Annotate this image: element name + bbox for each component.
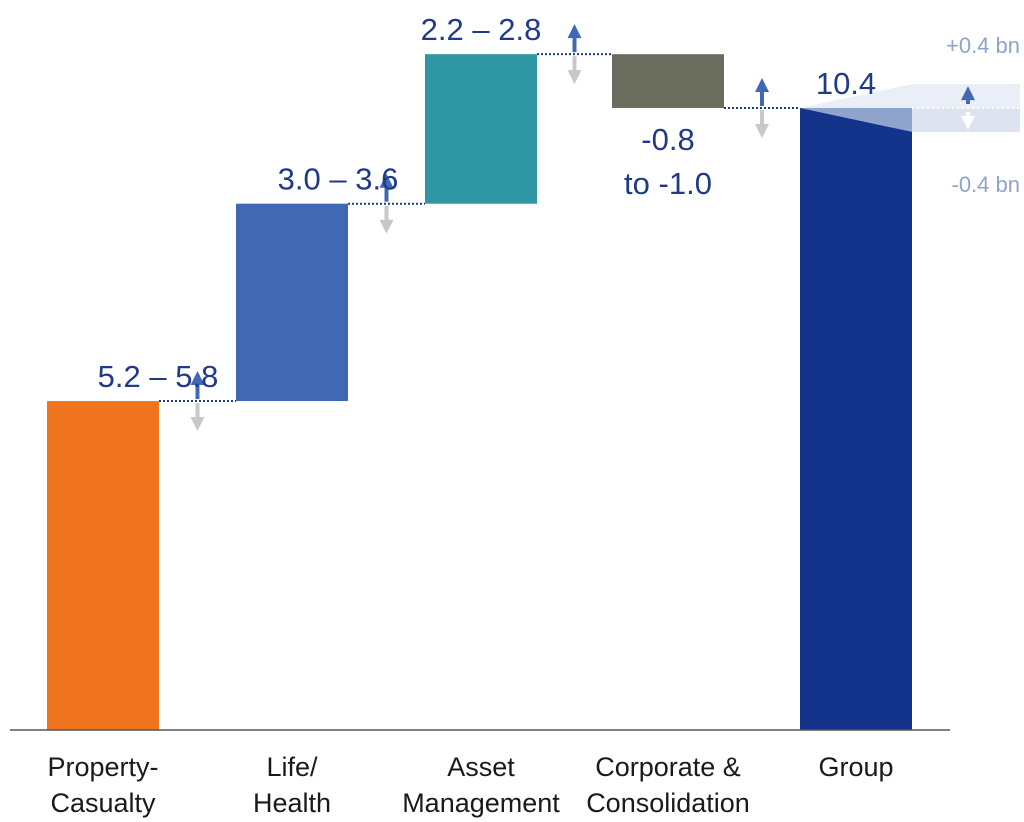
category-labels: Property-Casualty Life/Health Asset Managem…	[47, 752, 893, 818]
category-label-4: Group	[818, 752, 893, 782]
bar-1	[236, 203, 348, 402]
up-arrow-head-1	[379, 173, 394, 188]
down-arrow-head-0	[190, 417, 205, 432]
up-arrow-head-0	[190, 371, 205, 386]
bars	[47, 54, 1020, 730]
value-label-0: 5.2 – 5.8	[98, 359, 219, 394]
range-labels: +0.4 bn -0.4 bn	[946, 33, 1020, 197]
connector-lines	[159, 53, 800, 403]
down-arrow-head-3	[755, 124, 769, 138]
range-label-lower: -0.4 bn	[952, 172, 1021, 197]
up-arrow-head-3	[755, 78, 769, 92]
range-arrows	[190, 24, 975, 432]
value-label-4: 10.4	[816, 66, 876, 101]
down-arrow-head-1	[379, 219, 394, 234]
value-labels: 5.2 – 5.8 3.0 – 3.6 2.2 – 2.8 -0.8 to -1.0 10…	[98, 12, 877, 394]
category-label-2: Asset Management	[402, 752, 560, 818]
value-label-3: -0.8 to -1.0	[624, 122, 712, 201]
value-label-1: 3.0 – 3.6	[278, 162, 399, 197]
bar-4	[800, 108, 912, 730]
up-arrow-head-2	[567, 24, 582, 39]
group-up-arrow-head	[961, 86, 975, 101]
range-band-upper	[800, 84, 1020, 108]
down-arrow-head-2	[567, 70, 582, 85]
bar-2	[425, 54, 537, 204]
category-label-3: Corporate & Consolidation	[586, 752, 750, 818]
category-label-0: Property-Casualty	[47, 752, 158, 818]
value-label-2: 2.2 – 2.8	[421, 12, 542, 47]
bar-0	[47, 401, 159, 730]
group-down-arrow-head	[961, 115, 975, 130]
range-label-upper: +0.4 bn	[946, 33, 1020, 58]
group-lower-range-wedge	[800, 108, 912, 132]
category-label-1: Life/Health	[253, 752, 331, 818]
bar-3	[612, 54, 724, 108]
